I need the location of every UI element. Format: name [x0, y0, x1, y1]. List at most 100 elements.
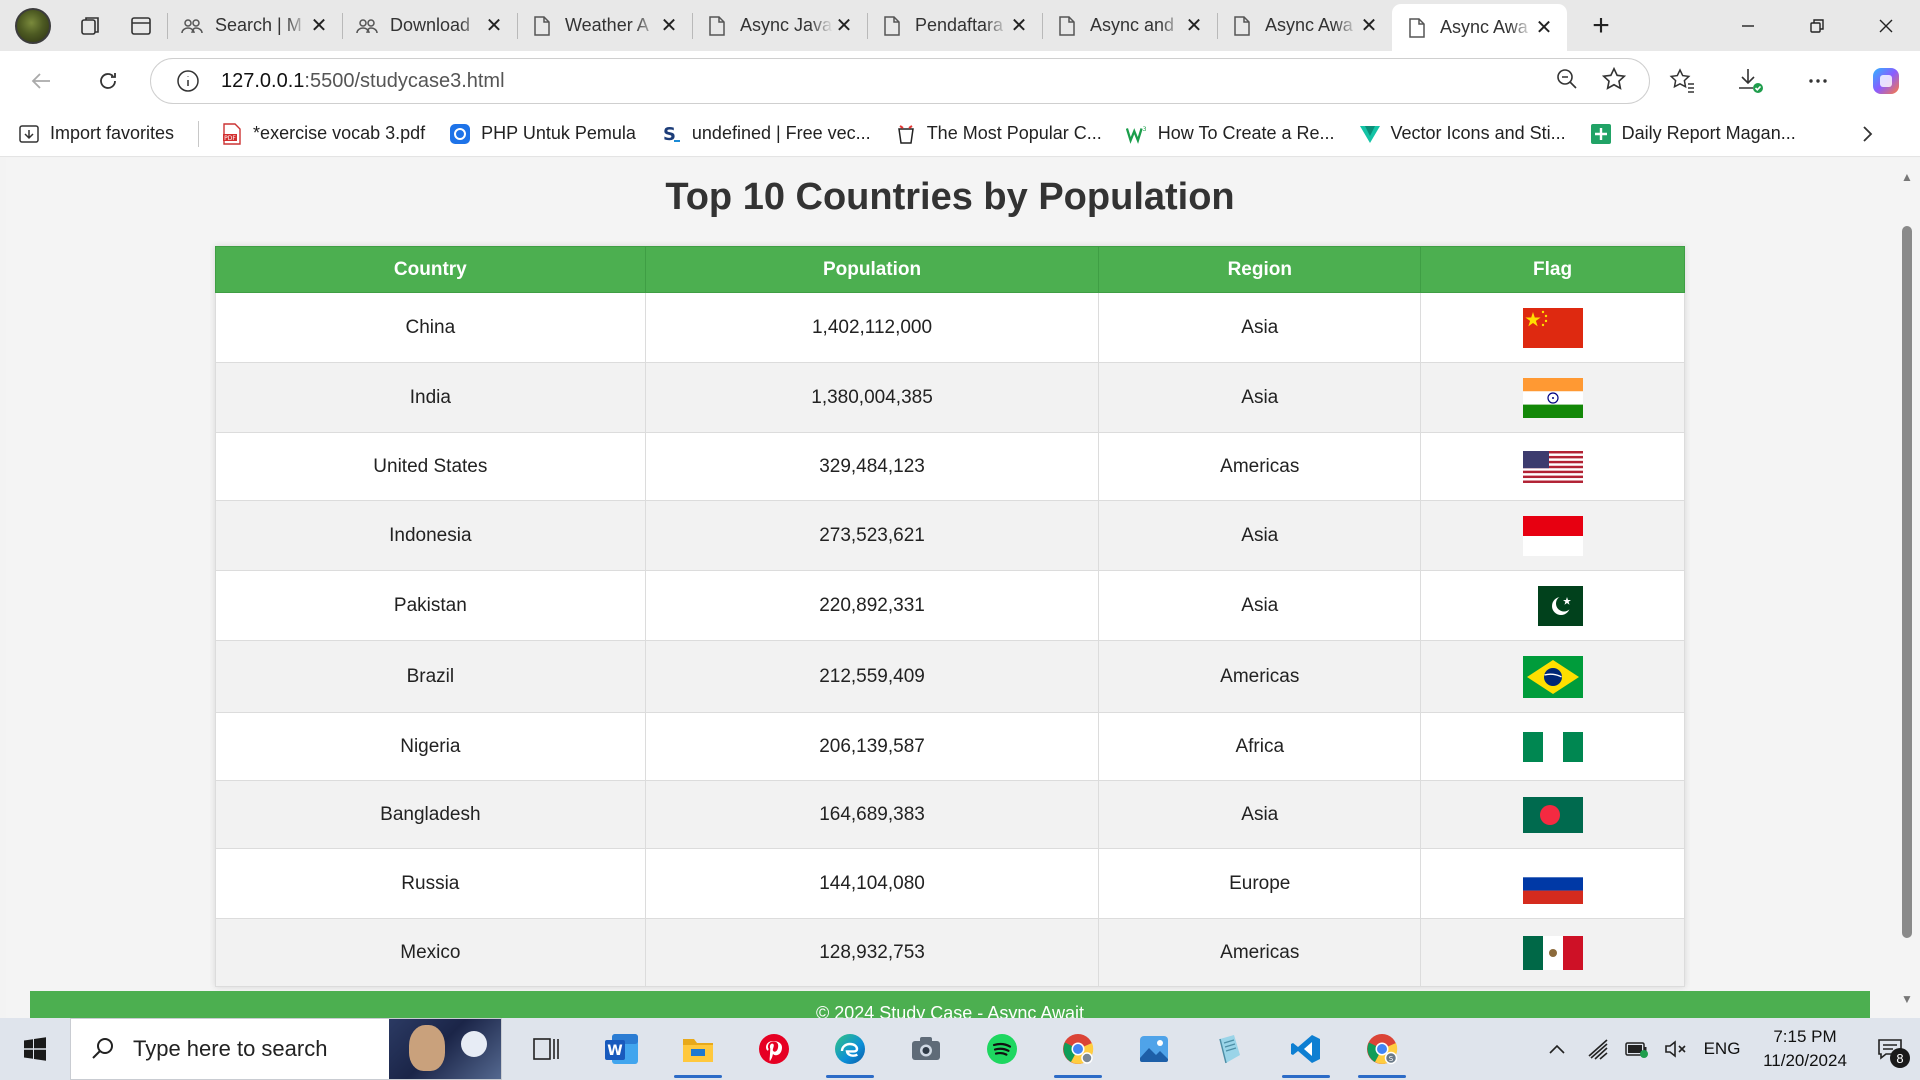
restore-icon[interactable]: [1782, 0, 1851, 51]
favorite-most-popular[interactable]: The Most Popular C...: [895, 111, 1102, 157]
new-tab-button[interactable]: +: [1592, 8, 1610, 42]
flag-cell: [1420, 918, 1685, 987]
close-icon[interactable]: ✕: [1535, 17, 1553, 39]
population-table: Country Population Region Flag China 1,4…: [215, 246, 1685, 987]
edge-icon[interactable]: [812, 1018, 888, 1080]
favorite-import[interactable]: Import favorites: [18, 111, 174, 157]
tab-weather[interactable]: Weather A ✕: [517, 0, 692, 51]
pinterest-icon[interactable]: [736, 1018, 812, 1080]
task-view-icon[interactable]: [508, 1018, 584, 1080]
notification-center-icon[interactable]: 8: [1860, 1018, 1920, 1080]
chevron-up-icon[interactable]: [1534, 1018, 1580, 1080]
favorite-exercise-vocab[interactable]: PDF *exercise vocab 3.pdf: [221, 111, 425, 157]
close-icon[interactable]: ✕: [1185, 15, 1203, 37]
svg-text:S: S: [663, 124, 676, 145]
table-row: Russia 144,104,080 Europe: [215, 848, 1685, 919]
nigeria-flag: [1522, 731, 1583, 762]
tab-async-and[interactable]: Async and ✕: [1042, 0, 1217, 51]
flag-cell: [1420, 848, 1685, 919]
workspaces-icon[interactable]: [71, 6, 111, 46]
plus-doc-icon: [1590, 123, 1612, 145]
vscode-icon[interactable]: [1268, 1018, 1344, 1080]
info-icon[interactable]: [173, 66, 203, 96]
table-row: Bangladesh 164,689,383 Asia: [215, 780, 1685, 849]
chrome-icon[interactable]: [1040, 1018, 1116, 1080]
tab-title: Pendaftara: [915, 15, 1004, 35]
favorite-how-to-create[interactable]: 3 How To Create a Re...: [1125, 111, 1335, 157]
scrollbar-thumb[interactable]: [1902, 226, 1912, 938]
flag-cell: [1420, 500, 1685, 571]
spotify-icon[interactable]: [964, 1018, 1040, 1080]
tab-download[interactable]: Download ✕: [342, 0, 517, 51]
tab-title: Async Awa: [1265, 15, 1353, 35]
clock[interactable]: 7:15 PM 11/20/2024: [1750, 1018, 1860, 1080]
minimize-icon[interactable]: [1713, 0, 1782, 51]
more-options-icon[interactable]: [1784, 51, 1852, 111]
population-cell: 128,932,753: [644, 918, 1100, 987]
close-icon[interactable]: ✕: [1010, 15, 1028, 37]
close-window-icon[interactable]: [1851, 0, 1920, 51]
word-icon[interactable]: W: [584, 1018, 660, 1080]
china-flag: [1522, 307, 1583, 348]
refresh-icon[interactable]: [86, 59, 130, 103]
tab-async-java[interactable]: Async Java ✕: [692, 0, 867, 51]
table-header-row: Country Population Region Flag: [215, 246, 1685, 293]
battery-icon[interactable]: [1618, 1018, 1656, 1080]
address-bar[interactable]: 127.0.0.1:5500/studycase3.html: [150, 58, 1650, 104]
usa-flag: [1522, 450, 1583, 483]
pakistan-flag: [1522, 585, 1583, 626]
population-cell: 144,104,080: [644, 848, 1100, 919]
favorite-star-icon[interactable]: [1601, 66, 1627, 97]
vertical-tabs-icon[interactable]: [121, 6, 161, 46]
file-explorer-icon[interactable]: [660, 1018, 736, 1080]
region-cell: Asia: [1098, 362, 1422, 433]
favorites-divider: [198, 120, 200, 147]
scroll-down-icon[interactable]: ▼: [1901, 992, 1913, 1006]
back-icon[interactable]: [20, 59, 64, 103]
chrome-profile-icon[interactable]: S: [1344, 1018, 1420, 1080]
page-scrollbar[interactable]: ▲ ▼: [1894, 158, 1920, 1018]
favorites-icon[interactable]: [1648, 51, 1716, 111]
url-host: 127.0.0.1: [221, 69, 305, 92]
zoom-out-icon[interactable]: [1555, 67, 1579, 96]
tab-async-await[interactable]: Async Awa ✕: [1217, 0, 1392, 51]
taskbar-search[interactable]: Type here to search: [70, 1018, 502, 1080]
bangladesh-flag: [1522, 796, 1583, 833]
pdf-icon: PDF: [221, 122, 243, 145]
v-logo-icon: [1359, 123, 1381, 145]
photos-icon[interactable]: [1116, 1018, 1192, 1080]
notepad-icon[interactable]: [1192, 1018, 1268, 1080]
windows-start-icon[interactable]: [0, 1018, 70, 1080]
clock-time: 7:15 PM: [1773, 1027, 1837, 1046]
favorite-undefined[interactable]: S undefined | Free vec...: [660, 111, 871, 157]
flag-cell: [1420, 640, 1685, 713]
downloads-icon[interactable]: [1716, 51, 1784, 111]
tab-pendaftaran[interactable]: Pendaftara ✕: [867, 0, 1042, 51]
region-cell: Asia: [1098, 570, 1422, 641]
close-icon[interactable]: ✕: [660, 15, 678, 37]
navigation-bar: 127.0.0.1:5500/studycase3.html: [0, 51, 1920, 111]
close-icon[interactable]: ✕: [835, 15, 853, 37]
tab-async-await-active[interactable]: Async Awa ✕: [1392, 4, 1567, 51]
favorite-daily-report[interactable]: Daily Report Magan...: [1590, 111, 1796, 157]
url-text[interactable]: 127.0.0.1:5500/studycase3.html: [221, 70, 1555, 93]
language-indicator[interactable]: ENG: [1703, 1039, 1741, 1058]
chevron-right-icon[interactable]: [1854, 121, 1880, 147]
close-icon[interactable]: ✕: [1360, 15, 1378, 37]
close-icon[interactable]: ✕: [310, 15, 328, 37]
tab-title: Async and: [1090, 15, 1175, 35]
favorite-vector-icons[interactable]: Vector Icons and Sti...: [1359, 111, 1566, 157]
tab-search[interactable]: Search | M ✕: [167, 0, 342, 51]
windows-taskbar: Type here to search W S ENG 7:15 PM 11/2…: [0, 1018, 1920, 1080]
camera-icon[interactable]: [888, 1018, 964, 1080]
favorite-label: *exercise vocab 3.pdf: [253, 123, 426, 143]
volume-muted-icon[interactable]: [1656, 1018, 1694, 1080]
favorite-php[interactable]: PHP Untuk Pemula: [449, 111, 636, 157]
table-row: Pakistan 220,892,331 Asia: [215, 570, 1685, 641]
scroll-up-icon[interactable]: ▲: [1901, 170, 1913, 184]
copilot-icon[interactable]: [1852, 51, 1920, 111]
wifi-icon[interactable]: [1580, 1018, 1618, 1080]
close-icon[interactable]: ✕: [485, 15, 503, 37]
favorite-label: How To Create a Re...: [1157, 123, 1335, 143]
profile-avatar[interactable]: [15, 7, 51, 44]
